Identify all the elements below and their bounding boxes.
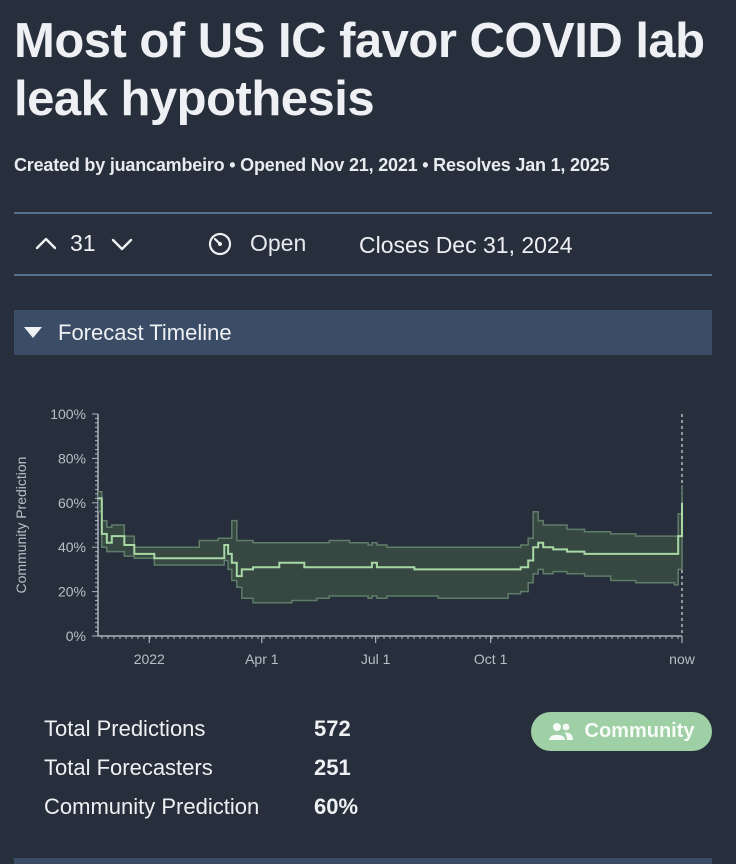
question-status: Open: [208, 230, 306, 257]
vote-count: 31: [70, 230, 96, 256]
y-tick-label: 60%: [58, 495, 86, 511]
x-tick-label: Oct 1: [474, 651, 508, 667]
y-tick-label: 0%: [66, 628, 86, 644]
x-tick-label: now: [669, 651, 696, 667]
users-icon: [548, 722, 573, 740]
x-tick-label: Apr 1: [245, 651, 279, 667]
forecast-timeline-toggle[interactable]: Forecast Timeline: [14, 310, 712, 355]
triangle-down-icon: [24, 327, 42, 338]
community-button[interactable]: Community: [531, 712, 712, 751]
clock-icon: [208, 232, 232, 255]
closes-date: Closes Dec 31, 2024: [359, 232, 573, 258]
vote-control: 31: [34, 230, 134, 257]
y-axis-label: Community Prediction: [13, 457, 29, 594]
section-title: Forecast Timeline: [58, 319, 232, 345]
lower-quartile-line: [98, 510, 683, 604]
vote-status-bar: 31 Open Closes Dec 31, 2024: [14, 212, 712, 276]
y-tick-label: 100%: [50, 406, 86, 422]
community-button-label: Community: [584, 720, 695, 742]
upper-quartile-line: [98, 485, 683, 548]
x-tick-label: Jul 1: [361, 651, 391, 667]
stat-row: Community Prediction 60%: [44, 794, 358, 833]
chevron-down-icon[interactable]: [110, 232, 134, 256]
stat-value: 251: [314, 755, 351, 780]
stat-row: Total Forecasters 251: [44, 755, 358, 794]
stat-label: Total Forecasters: [44, 755, 213, 780]
stats-table: Total Predictions 572 Total Forecasters …: [44, 716, 358, 833]
y-tick-label: 20%: [58, 584, 86, 600]
stat-label: Total Predictions: [44, 716, 206, 741]
median-prediction-line: [98, 497, 683, 578]
y-tick-label: 80%: [58, 450, 86, 466]
stat-row: Total Predictions 572: [44, 716, 358, 755]
chevron-up-icon[interactable]: [34, 232, 58, 256]
confidence-band: [98, 485, 682, 603]
question-meta: Created by juancambeiro • Opened Nov 21,…: [14, 155, 610, 175]
status-label: Open: [250, 230, 307, 256]
page-title: Most of US IC favor COVID lab leak hypot…: [14, 14, 705, 126]
x-tick-label: 2022: [134, 651, 165, 667]
stat-label: Community Prediction: [44, 794, 260, 819]
stat-value: 572: [314, 716, 351, 741]
stat-value: 60%: [314, 794, 359, 819]
y-tick-label: 40%: [58, 539, 86, 555]
section-divider: [14, 858, 712, 864]
forecast-chart: 0% 20% 40% 60% 80% 100% 2022 Apr 1 Jul 1 Oct 1 now…: [13, 406, 696, 667]
